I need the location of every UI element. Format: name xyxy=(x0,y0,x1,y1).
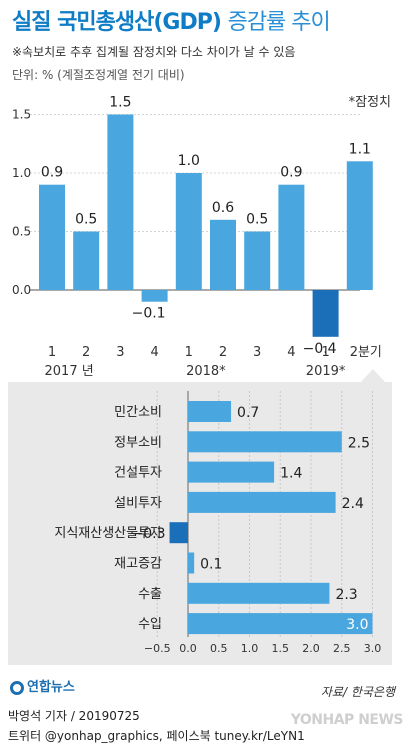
component-bar xyxy=(188,582,330,604)
chart-title: 실질 국민총생산(GDP) 증감률 추이 xyxy=(12,4,331,36)
component-bar xyxy=(169,522,188,544)
component-bar xyxy=(188,401,232,422)
credit-reporter: 박영석 기자 / 20190725 xyxy=(8,709,140,723)
gdp-data-label: 0.5 xyxy=(246,212,268,228)
gdp-bar xyxy=(278,184,305,290)
quarter-tick-label: 1 xyxy=(321,345,329,360)
year-label: 2018* xyxy=(186,364,226,379)
title-sub: 증감률 추이 xyxy=(227,10,331,35)
component-label: 정부소비 xyxy=(114,435,162,450)
component-bar xyxy=(188,613,373,635)
prelim-mark: *잠정치 xyxy=(348,95,391,110)
quarter-tick-label: 4 xyxy=(150,345,158,360)
x-tick-label: 2.5 xyxy=(333,642,351,655)
gdp-data-label: 1.0 xyxy=(178,153,200,169)
title-main: 실질 국민총생산(GDP) xyxy=(12,10,222,35)
gdp-data-label: 0.5 xyxy=(75,212,97,228)
year-label: 2017 년 xyxy=(45,364,94,379)
quarter-tick-label: 2 xyxy=(82,345,90,360)
x-tick-label: 1.0 xyxy=(241,642,259,655)
gdp-data-label: 1.1 xyxy=(349,141,371,157)
component-bar xyxy=(188,552,195,574)
logo-mark-icon xyxy=(10,681,24,695)
gdp-bar xyxy=(141,290,168,302)
component-data-label: −0.3 xyxy=(132,526,166,542)
x-tick-label: −0.5 xyxy=(144,642,171,655)
gdp-data-label: 0.9 xyxy=(280,165,302,181)
quarter-tick-label: 3 xyxy=(116,345,124,360)
component-bar xyxy=(188,461,275,483)
y-tick-label: 1.0 xyxy=(12,166,31,180)
gdp-data-label: −0.4 xyxy=(303,341,337,357)
y-tick-label: 1.5 xyxy=(12,108,31,122)
component-data-label: 0.1 xyxy=(200,557,222,573)
quarter-tick-label: 2 xyxy=(219,345,227,360)
gdp-bar xyxy=(73,231,100,290)
panel-pointer xyxy=(361,369,385,382)
chart-note: ※속보치로 추후 집계될 잠정치와 다소 차이가 날 수 있음 xyxy=(12,45,296,59)
gdp-bar xyxy=(107,114,134,290)
gdp-bar xyxy=(312,290,339,337)
unit-label: 단위: % (계절조정계열 전기 대비) xyxy=(12,68,185,82)
gdp-bar xyxy=(39,184,65,290)
gdp-bar xyxy=(346,161,373,290)
quarter-tick-label: 1 xyxy=(185,345,193,360)
component-data-label: 0.7 xyxy=(237,405,259,421)
y-tick-label: 0.5 xyxy=(12,225,31,239)
y-tick-label: 0.0 xyxy=(12,283,31,297)
x-tick-label: 2.0 xyxy=(302,642,320,655)
component-data-label: 2.3 xyxy=(335,587,357,603)
component-data-label: 3.0 xyxy=(346,617,368,633)
component-label: 수출 xyxy=(138,587,162,602)
gdp-data-label: 0.9 xyxy=(41,165,63,181)
component-label: 재고증감 xyxy=(114,557,162,572)
gdp-data-label: −0.1 xyxy=(132,306,166,322)
component-bar xyxy=(188,491,336,513)
component-label: 설비투자 xyxy=(114,496,162,511)
component-data-label: 2.5 xyxy=(348,435,370,451)
quarter-tick-label: 4 xyxy=(287,345,295,360)
component-label: 지식재산생산물투자 xyxy=(54,526,162,541)
x-tick-label: 3.0 xyxy=(364,642,382,655)
component-bar xyxy=(188,431,342,453)
quarter-tick-label: 3 xyxy=(253,345,261,360)
gdp-bar xyxy=(244,231,271,290)
component-label: 건설투자 xyxy=(114,466,162,481)
gdp-bar xyxy=(210,219,236,290)
source-label: 자료/ 한국은행 xyxy=(320,685,395,699)
yonhap-logo: 연합뉴스 xyxy=(10,676,75,695)
quarter-tick-label: 2분기 xyxy=(350,345,382,360)
quarter-tick-label: 1 xyxy=(48,345,56,360)
gdp-bar xyxy=(175,173,202,290)
x-tick-label: 0.0 xyxy=(179,642,197,655)
credit-social: 트위터 @yonhap_graphics, 페이스북 tuney.kr/LeYN… xyxy=(8,729,305,743)
gdp-data-label: 0.6 xyxy=(212,200,234,216)
component-data-label: 2.4 xyxy=(342,496,364,512)
component-label: 수입 xyxy=(138,617,162,632)
year-label: 2019* xyxy=(306,364,346,379)
gdp-data-label: 1.5 xyxy=(109,95,131,111)
yonhap-watermark: YONHAP NEWS xyxy=(290,712,404,728)
x-tick-label: 0.5 xyxy=(210,642,228,655)
component-label: 민간소비 xyxy=(114,405,162,420)
x-tick-label: 1.5 xyxy=(272,642,290,655)
component-data-label: 1.4 xyxy=(280,466,302,482)
